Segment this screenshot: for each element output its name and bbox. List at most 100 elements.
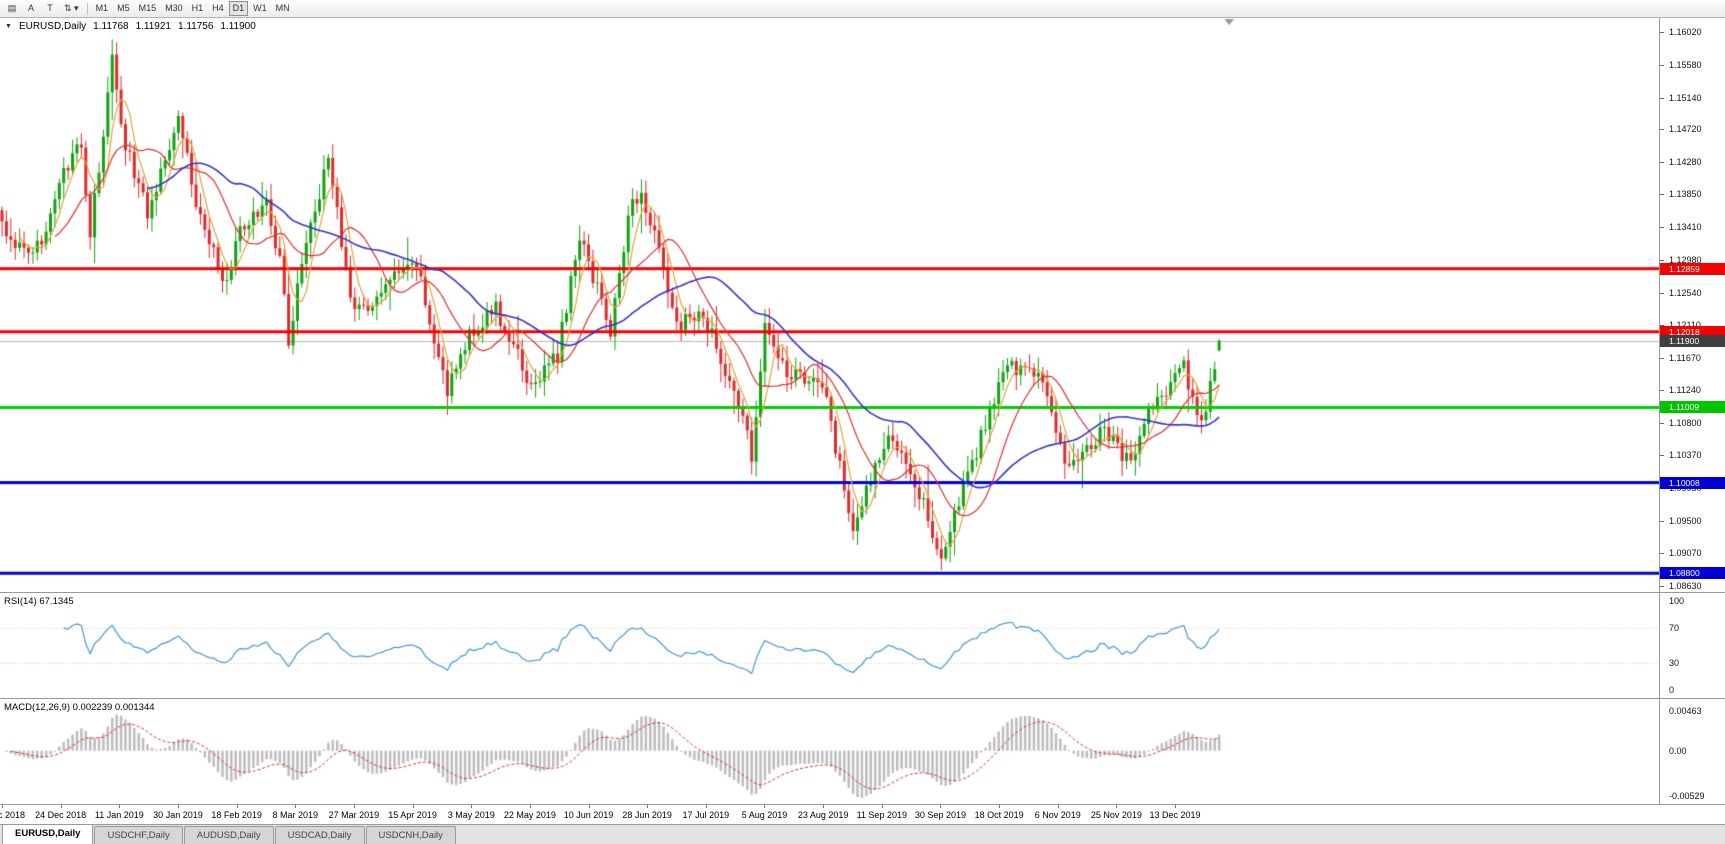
chart-ohlc-header: ▼ EURUSD,Daily 1.11768 1.11921 1.11756 1… [5,21,256,32]
rsi-scale-label: 100 [1669,596,1685,606]
date-axis-label: 23 Aug 2019 [797,810,849,820]
rsi-panel: RSI(14) 67.1345 100 70 30 0 [0,592,1725,698]
price-scale-tick [1660,357,1664,359]
price-scale-label: 1.11670 [1669,352,1701,363]
price-scale-tick [1660,455,1664,457]
price-scale-tick [1660,520,1664,522]
macd-scale: 0.00463 0.00 -0.00529 [1659,699,1725,804]
price-scale-label: 1.15580 [1669,59,1702,70]
timeframe-w1-button[interactable]: W1 [253,3,267,13]
price-scale-label: 1.12110 [1660,320,1725,330]
main-chart-panel: ▼ EURUSD,Daily 1.11768 1.11921 1.11756 1… [0,18,1725,592]
date-axis-tick [764,805,766,808]
date-axis-label: 18 Oct 2019 [974,810,1024,820]
symbol-tab-usdcad[interactable]: USDCAD,Daily [274,826,365,844]
price-scale-label: 1.15140 [1669,92,1702,103]
date-axis[interactable]: 5 Dec 2018 24 Dec 2018 11 Jan 2019 30 Jan 2… [0,804,1725,824]
date-axis-label: 11 Sep 2019 [856,810,907,820]
timeframe-m5-button[interactable]: M5 [117,3,130,13]
timeframe-d1-button[interactable]: D1 [228,1,249,16]
price-scale-tick [1660,97,1664,99]
crosshair-tool-button[interactable]: ⇅ ▾ [64,3,79,13]
rsi-indicator-label: RSI(14) 67.1345 [4,596,74,607]
support-level-tag: 1.08800 [1660,567,1725,580]
symbol-tab-eurusd[interactable]: EURUSD,Daily [2,825,94,844]
price-scale-tick [1660,552,1664,554]
price-scale-tick [1660,162,1664,164]
main-chart-canvas[interactable] [0,18,1659,592]
date-axis-tick [412,805,414,808]
date-axis-tick [1116,805,1118,808]
date-axis-tick [529,805,531,808]
timeframe-m15-button[interactable]: M15 [138,3,157,13]
timeframe-h4-button[interactable]: H4 [212,3,224,13]
date-axis-tick [823,805,825,808]
price-scale-label: 1.09500 [1669,515,1702,526]
text-tool-button[interactable]: T [47,3,53,13]
chart-symbol-label: EURUSD,Daily [18,21,87,32]
price-scale-tick [1660,227,1664,229]
date-axis-label: 30 Jan 2019 [153,810,203,820]
timeframe-mn-button[interactable]: MN [275,3,290,13]
symbol-tab-audusd[interactable]: AUDUSD,Daily [183,826,274,844]
date-axis-tick [2,805,3,808]
date-axis-label: 5 Dec 2018 [0,810,26,820]
symbol-tab-usdchf[interactable]: USDCHF,Daily [94,826,183,844]
price-scale-label: 1.09070 [1669,547,1702,558]
price-scale-label: 1.11240 [1669,385,1701,396]
price-scale-label: 1.10800 [1669,418,1702,429]
date-axis-tick [647,805,649,808]
price-scale-label: 1.14280 [1669,157,1702,168]
rsi-scale-label: 0 [1669,685,1675,695]
date-axis-label: 5 Aug 2019 [741,810,788,820]
rsi-scale-label: 30 [1669,658,1680,669]
date-axis-tick [1175,805,1177,808]
macd-canvas[interactable] [0,699,1659,804]
price-scale-label: 1.08630 [1669,580,1702,591]
support-level-tag: 1.11009 [1660,401,1725,414]
date-axis-tick [119,805,121,808]
price-scale-tick [1660,423,1664,425]
date-axis-tick [353,805,355,808]
price-scale-label: 1.13850 [1669,189,1702,200]
ohlc-close-value: 1.11900 [220,21,256,32]
date-axis-tick [60,805,62,808]
timeframe-m1-button[interactable]: M1 [95,3,109,13]
price-scale-tick [1660,390,1664,392]
date-axis-label: 30 Sep 2019 [914,810,966,820]
date-axis-tick [236,805,238,808]
date-axis-label: 8 Mar 2019 [272,810,319,820]
price-scale-tick [1660,292,1664,294]
rsi-scale: 100 70 30 0 [1659,593,1725,698]
price-scale-tick [1660,259,1664,261]
macd-scale-label: 0.00463 [1669,706,1702,716]
date-axis-tick [999,805,1001,808]
ohlc-open-value: 1.11768 [93,21,129,32]
price-scale[interactable]: 1.16020 1.15580 1.15140 1.14720 1.14280 1.138… [1659,18,1725,592]
date-axis-label: 22 May 2019 [503,810,556,820]
support-level-tag: 1.10008 [1660,476,1725,489]
date-axis-label: 24 Dec 2018 [35,810,87,820]
chart-grid-icon[interactable]: ▤ [7,3,17,13]
date-axis-tick [881,805,883,808]
price-scale-tick [1660,64,1664,66]
timeframe-m30-button[interactable]: M30 [165,3,183,13]
chart-tab-bar: EURUSD,Daily USDCHF,Daily AUDUSD,Daily USDC… [0,824,1725,844]
chart-context-arrow-icon[interactable]: ▼ [5,23,12,30]
date-axis-label: 17 Jul 2019 [682,810,730,820]
arrow-tool-button[interactable]: A [27,3,34,13]
date-axis-label: 10 Jun 2019 [563,810,614,820]
ohlc-high-value: 1.11921 [135,21,171,32]
macd-indicator-label: MACD(12,26,9) 0.002239 0.001344 [4,702,155,713]
date-axis-label: 11 Jan 2019 [94,810,144,820]
price-scale-label: 1.14720 [1669,124,1702,135]
rsi-scale-label: 70 [1669,622,1680,633]
rsi-canvas[interactable] [0,593,1659,698]
date-axis-label: 28 Jun 2019 [622,810,672,820]
symbol-tab-usdcnh[interactable]: USDCNH,Daily [365,826,456,844]
timeframe-h1-button[interactable]: H1 [191,3,204,13]
date-axis-tick [940,805,942,808]
price-scale-tick [1660,324,1664,326]
date-axis-tick [588,805,590,808]
